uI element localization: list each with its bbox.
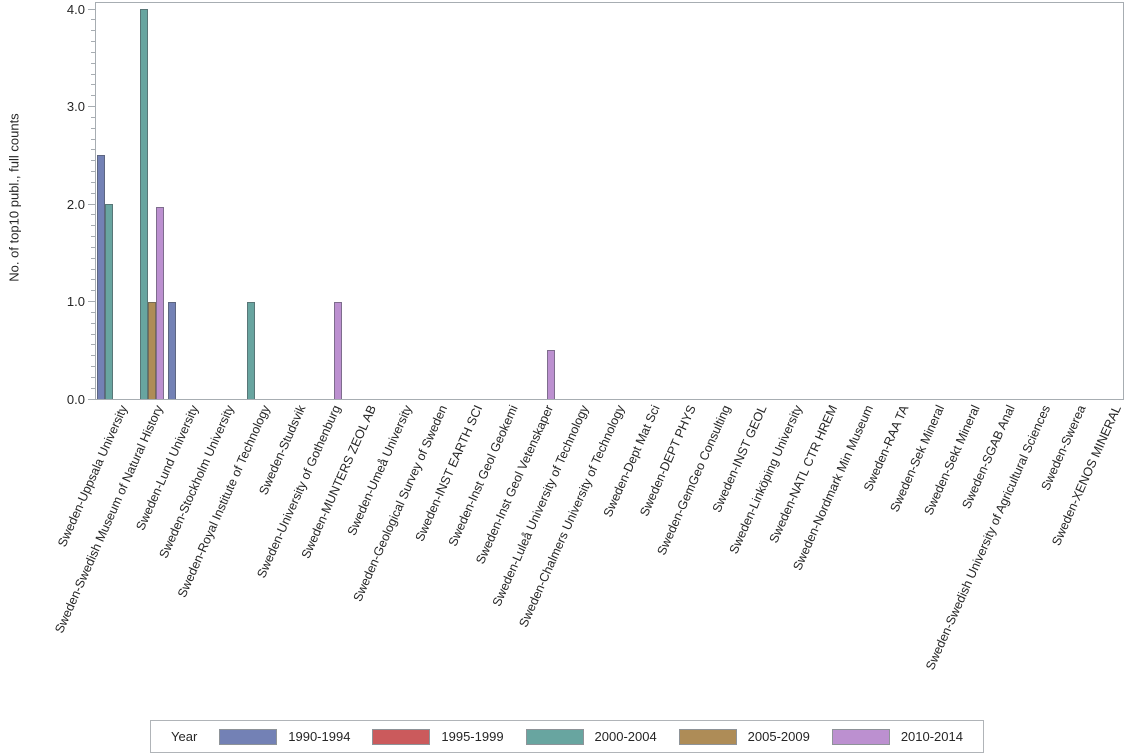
y-minor-tick xyxy=(91,149,95,151)
y-tick-label: 1.0 xyxy=(66,294,85,309)
y-minor-tick xyxy=(91,344,95,346)
y-tick-label: 2.0 xyxy=(66,196,85,212)
y-minor-tick xyxy=(91,214,95,216)
y-minor-tick xyxy=(91,322,95,324)
y-minor-tick xyxy=(91,95,95,97)
y-minor-tick xyxy=(91,366,95,367)
y-minor-tick xyxy=(91,19,95,21)
bar xyxy=(104,204,113,399)
bar xyxy=(167,301,176,399)
y-minor-tick xyxy=(91,171,95,172)
bar xyxy=(156,206,165,399)
y-tick-label: 3.0 xyxy=(66,99,85,114)
bar xyxy=(333,301,342,399)
bar xyxy=(546,350,555,399)
y-minor-tick xyxy=(91,225,95,227)
x-category-label: Sweden-XENOS MINERAL xyxy=(1049,403,1125,548)
y-minor-tick xyxy=(91,246,95,248)
y-minor-tick xyxy=(91,268,95,270)
legend-title: Year xyxy=(171,729,198,744)
y-tick-label: 0.0 xyxy=(66,391,85,407)
bar xyxy=(148,301,157,399)
y-minor-tick xyxy=(91,333,95,335)
y-minor-tick xyxy=(91,138,95,140)
legend-entry: 1990-1994 xyxy=(219,728,351,745)
y-minor-tick xyxy=(91,84,95,86)
y-major-tick xyxy=(88,8,95,10)
y-minor-tick xyxy=(91,160,95,162)
y-minor-tick xyxy=(91,127,95,129)
y-minor-tick xyxy=(91,257,95,259)
legend-label: 1995-1999 xyxy=(441,729,504,744)
y-minor-tick xyxy=(91,279,95,281)
y-minor-tick xyxy=(91,192,95,194)
y-axis-title: No. of top10 publ., full counts xyxy=(6,113,22,282)
plot-area xyxy=(95,2,1124,400)
bar xyxy=(246,301,255,399)
bar xyxy=(140,9,149,399)
y-minor-tick xyxy=(91,387,95,389)
legend-swatch xyxy=(219,728,278,745)
legend-label: 2005-2009 xyxy=(747,729,810,744)
legend-entry: 2005-2009 xyxy=(678,728,810,745)
y-minor-tick xyxy=(91,236,95,237)
legend-entry: 2000-2004 xyxy=(525,728,657,745)
legend-label: 1990-1994 xyxy=(288,729,351,744)
legend-swatch xyxy=(525,728,584,745)
y-minor-tick xyxy=(91,73,95,75)
y-major-tick xyxy=(88,203,95,205)
legend-entry: 2010-2014 xyxy=(831,728,963,745)
bar xyxy=(96,155,105,399)
y-minor-tick xyxy=(91,311,95,313)
legend-entry: 1995-1999 xyxy=(372,728,504,745)
legend-label: 2000-2004 xyxy=(594,729,657,744)
y-tick-label: 4.0 xyxy=(66,1,85,17)
y-minor-tick xyxy=(91,116,95,118)
y-minor-tick xyxy=(91,51,95,53)
legend-swatch xyxy=(831,728,890,745)
y-major-tick xyxy=(88,398,95,400)
y-minor-tick xyxy=(91,41,95,42)
y-minor-tick xyxy=(91,181,95,183)
y-major-tick xyxy=(88,301,95,302)
y-major-tick xyxy=(88,106,95,107)
x-category-label: Sweden-Umeå University xyxy=(344,403,415,538)
legend-swatch xyxy=(678,728,737,745)
legend-swatch xyxy=(372,728,431,745)
y-minor-tick xyxy=(91,355,95,357)
y-minor-tick xyxy=(91,30,95,32)
y-minor-tick xyxy=(91,62,95,64)
y-minor-tick xyxy=(91,290,95,292)
x-category-label: Sweden-NATL CTR HREM xyxy=(766,403,841,546)
legend: Year 1990-1994 1995-1999 2000-2004 2005-200… xyxy=(150,720,984,753)
y-minor-tick xyxy=(91,376,95,378)
legend-label: 2010-2014 xyxy=(900,729,963,744)
x-category-label: Sweden-INST EARTH SCI xyxy=(412,403,486,544)
